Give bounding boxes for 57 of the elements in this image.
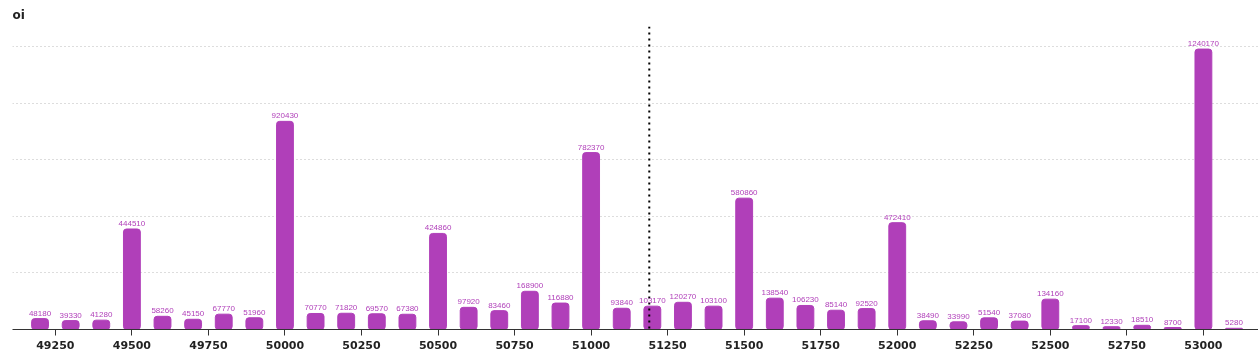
data-label: 93840 [610, 298, 634, 308]
data-label: 71820 [335, 303, 358, 313]
data-label: 48180 [28, 308, 52, 318]
data-label: 920430 [271, 111, 299, 121]
data-label: 67770 [212, 304, 236, 314]
data-label: 83460 [488, 300, 511, 310]
x-tick-label: 52500 [1031, 338, 1070, 351]
data-label: 69570 [365, 303, 389, 313]
data-label: 41280 [90, 310, 113, 320]
data-label: 1240170 [1187, 39, 1220, 49]
x-tick-label: 52750 [1107, 338, 1147, 351]
x-tick-label: 52000 [878, 338, 917, 351]
x-tick-label: 51750 [801, 338, 841, 351]
data-label: 92520 [855, 298, 879, 308]
x-tick-label: 51500 [725, 338, 764, 351]
data-label: 39330 [59, 310, 83, 320]
data-label: 424860 [424, 223, 452, 233]
x-tick-label: 53000 [1184, 338, 1223, 351]
data-label: 444510 [118, 218, 146, 228]
data-label: 103170 [638, 296, 667, 306]
data-label: 168900 [516, 281, 544, 291]
data-label: 580860 [730, 188, 759, 198]
data-label: 18510 [1131, 315, 1154, 325]
data-label: 12330 [1100, 316, 1124, 326]
x-tick-label: 49500 [112, 338, 152, 351]
data-label: 51540 [977, 307, 1001, 317]
x-tick-label: 50500 [418, 338, 458, 351]
data-label: 17100 [1069, 315, 1093, 325]
data-label: 5280 [1225, 318, 1244, 328]
data-label: 103100 [700, 296, 728, 306]
x-tick-label: 50000 [265, 338, 305, 351]
data-label: 97920 [457, 297, 481, 307]
data-label: 70770 [304, 303, 328, 313]
data-label: 120270 [669, 292, 697, 302]
data-label: 51960 [243, 307, 267, 317]
data-label: 33990 [947, 311, 971, 321]
data-label: 782370 [577, 142, 606, 152]
data-label: 38490 [916, 310, 940, 320]
x-tick-label: 49750 [189, 338, 228, 351]
data-label: 8700 [1163, 317, 1183, 327]
data-label: 106230 [792, 295, 820, 305]
data-label: 134160 [1036, 289, 1065, 299]
data-label: 116880 [547, 293, 575, 303]
data-label: 85140 [824, 300, 848, 310]
x-tick-label: 50250 [342, 338, 381, 351]
data-label: 58260 [151, 306, 175, 316]
x-tick-label: 50750 [495, 338, 535, 351]
data-label: 138540 [761, 288, 789, 298]
data-label: 67380 [396, 304, 420, 314]
data-label: 37080 [1008, 311, 1032, 321]
x-tick-label: 49250 [36, 338, 75, 351]
x-tick-label: 51250 [648, 338, 688, 351]
x-tick-label: 52250 [954, 338, 994, 351]
y-axis-title: oi [12, 7, 25, 22]
data-label: 45150 [182, 309, 205, 319]
data-label: 472410 [883, 212, 912, 222]
x-tick-label: 51000 [571, 338, 611, 351]
